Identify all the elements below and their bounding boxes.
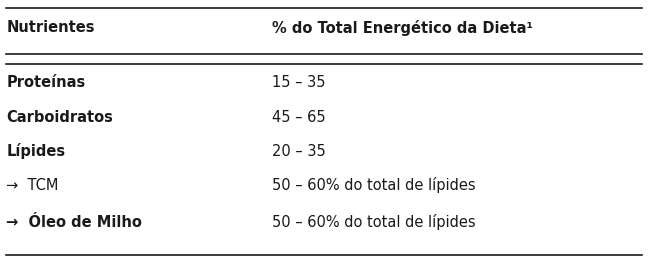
Text: Carboidratos: Carboidratos (6, 109, 113, 125)
Text: 50 – 60% do total de lípides: 50 – 60% do total de lípides (272, 178, 476, 193)
Text: →  TCM: → TCM (6, 178, 59, 193)
Text: Nutrientes: Nutrientes (6, 20, 95, 35)
Text: 45 – 65: 45 – 65 (272, 109, 326, 125)
Text: % do Total Energético da Dieta¹: % do Total Energético da Dieta¹ (272, 20, 533, 36)
Text: 15 – 35: 15 – 35 (272, 75, 326, 90)
Text: →  Óleo de Milho: → Óleo de Milho (6, 215, 143, 230)
Text: 20 – 35: 20 – 35 (272, 144, 326, 159)
Text: Proteínas: Proteínas (6, 75, 86, 90)
Text: Lípides: Lípides (6, 143, 65, 159)
Text: 50 – 60% do total de lípides: 50 – 60% do total de lípides (272, 214, 476, 230)
